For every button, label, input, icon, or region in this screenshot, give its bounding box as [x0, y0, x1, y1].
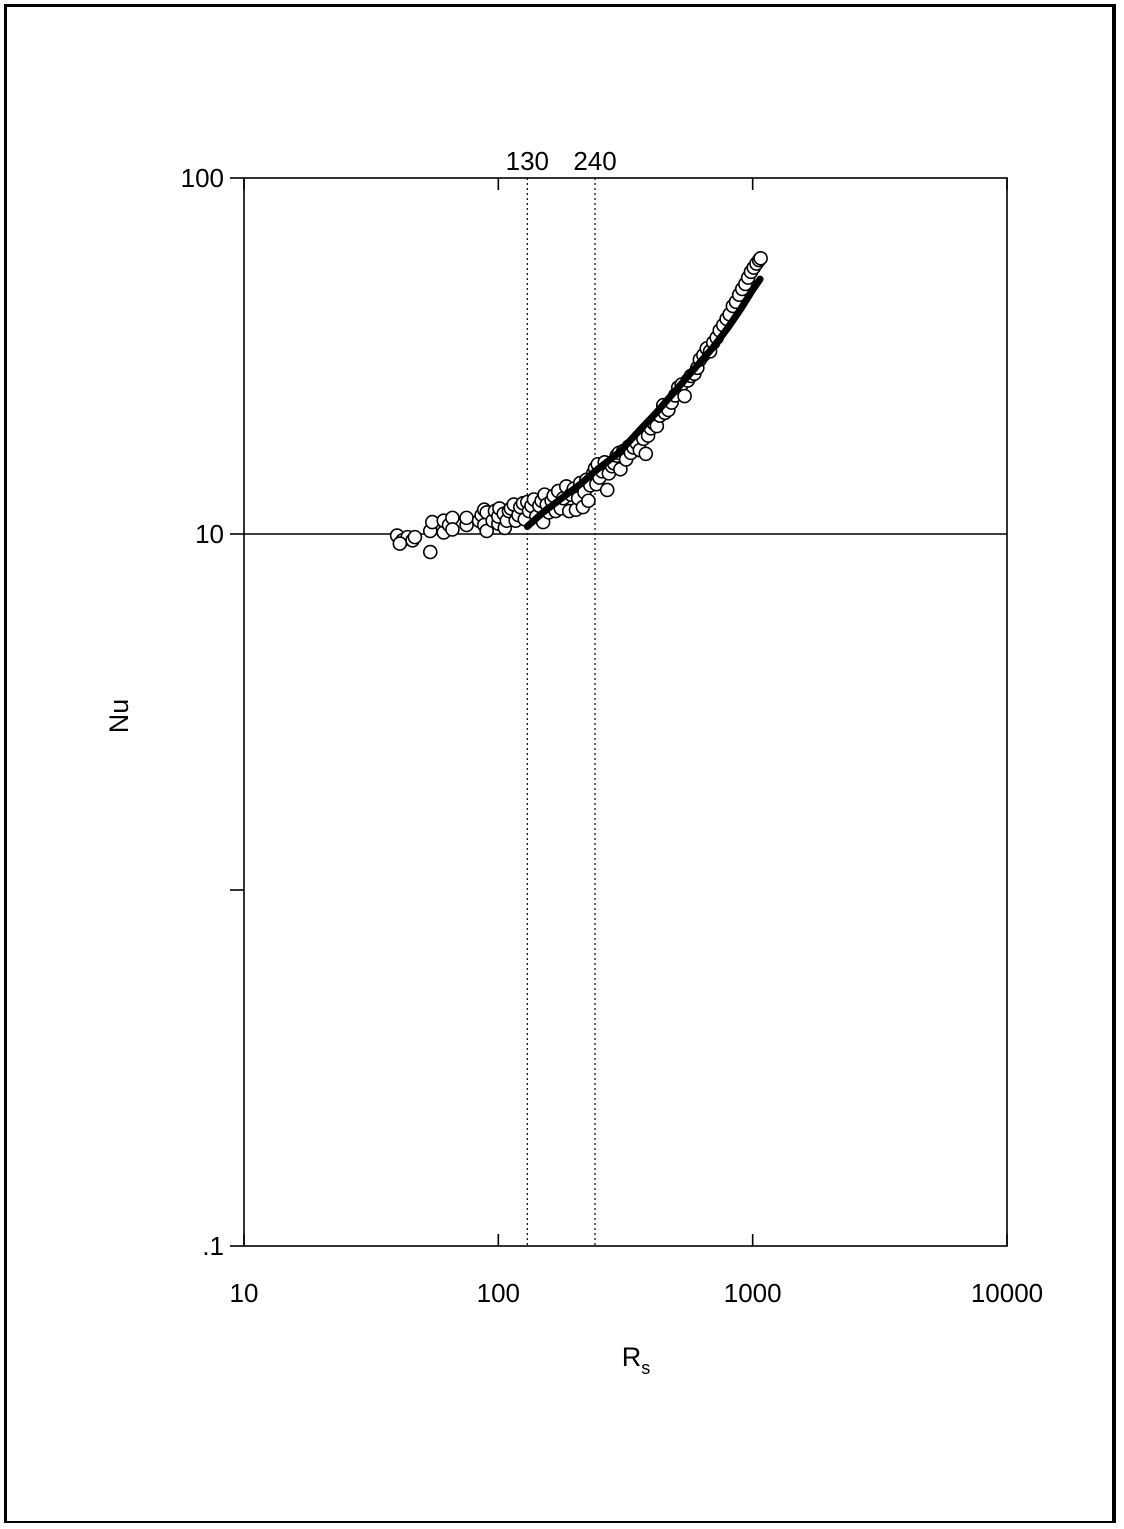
plot-area-border — [243, 177, 1008, 1247]
x-tick-label: 10 — [230, 1278, 259, 1308]
marker-line-label: 240 — [573, 146, 616, 176]
x-tick-label: 10000 — [971, 1278, 1043, 1308]
scatter-points — [389, 250, 768, 560]
data-point — [581, 493, 596, 509]
y-tick-labels: .1 10 100 — [181, 163, 224, 1261]
y-tick-label: 100 — [181, 163, 224, 193]
marker-line-labels: 130 240 — [506, 146, 617, 176]
data-point — [459, 510, 474, 526]
data-point — [638, 446, 654, 462]
data-point — [422, 544, 438, 560]
x-tick-label: 100 — [477, 1278, 520, 1308]
marker-lines — [526, 178, 596, 1246]
marker-line-label: 130 — [506, 146, 549, 176]
y-tick-label: .1 — [202, 1231, 224, 1261]
x-tick-labels: 10 100 1000 10000 — [230, 1278, 1044, 1308]
data-point — [599, 482, 615, 498]
data-point — [445, 522, 460, 537]
y-tick-label: 10 — [195, 519, 224, 549]
data-point — [407, 529, 423, 545]
data-point — [753, 250, 768, 266]
x-axis-title: Rs — [622, 1342, 651, 1378]
fit-curve — [523, 275, 764, 530]
data-point — [392, 536, 408, 551]
data-point — [677, 388, 692, 404]
fit-line — [523, 275, 764, 530]
figure-frame — [4, 4, 1116, 1523]
x-tick-label: 1000 — [724, 1278, 782, 1308]
x-axis-title-subscript: s — [641, 1358, 650, 1378]
plot-axes — [230, 177, 1008, 1247]
y-axis-title: Nu — [104, 699, 134, 734]
